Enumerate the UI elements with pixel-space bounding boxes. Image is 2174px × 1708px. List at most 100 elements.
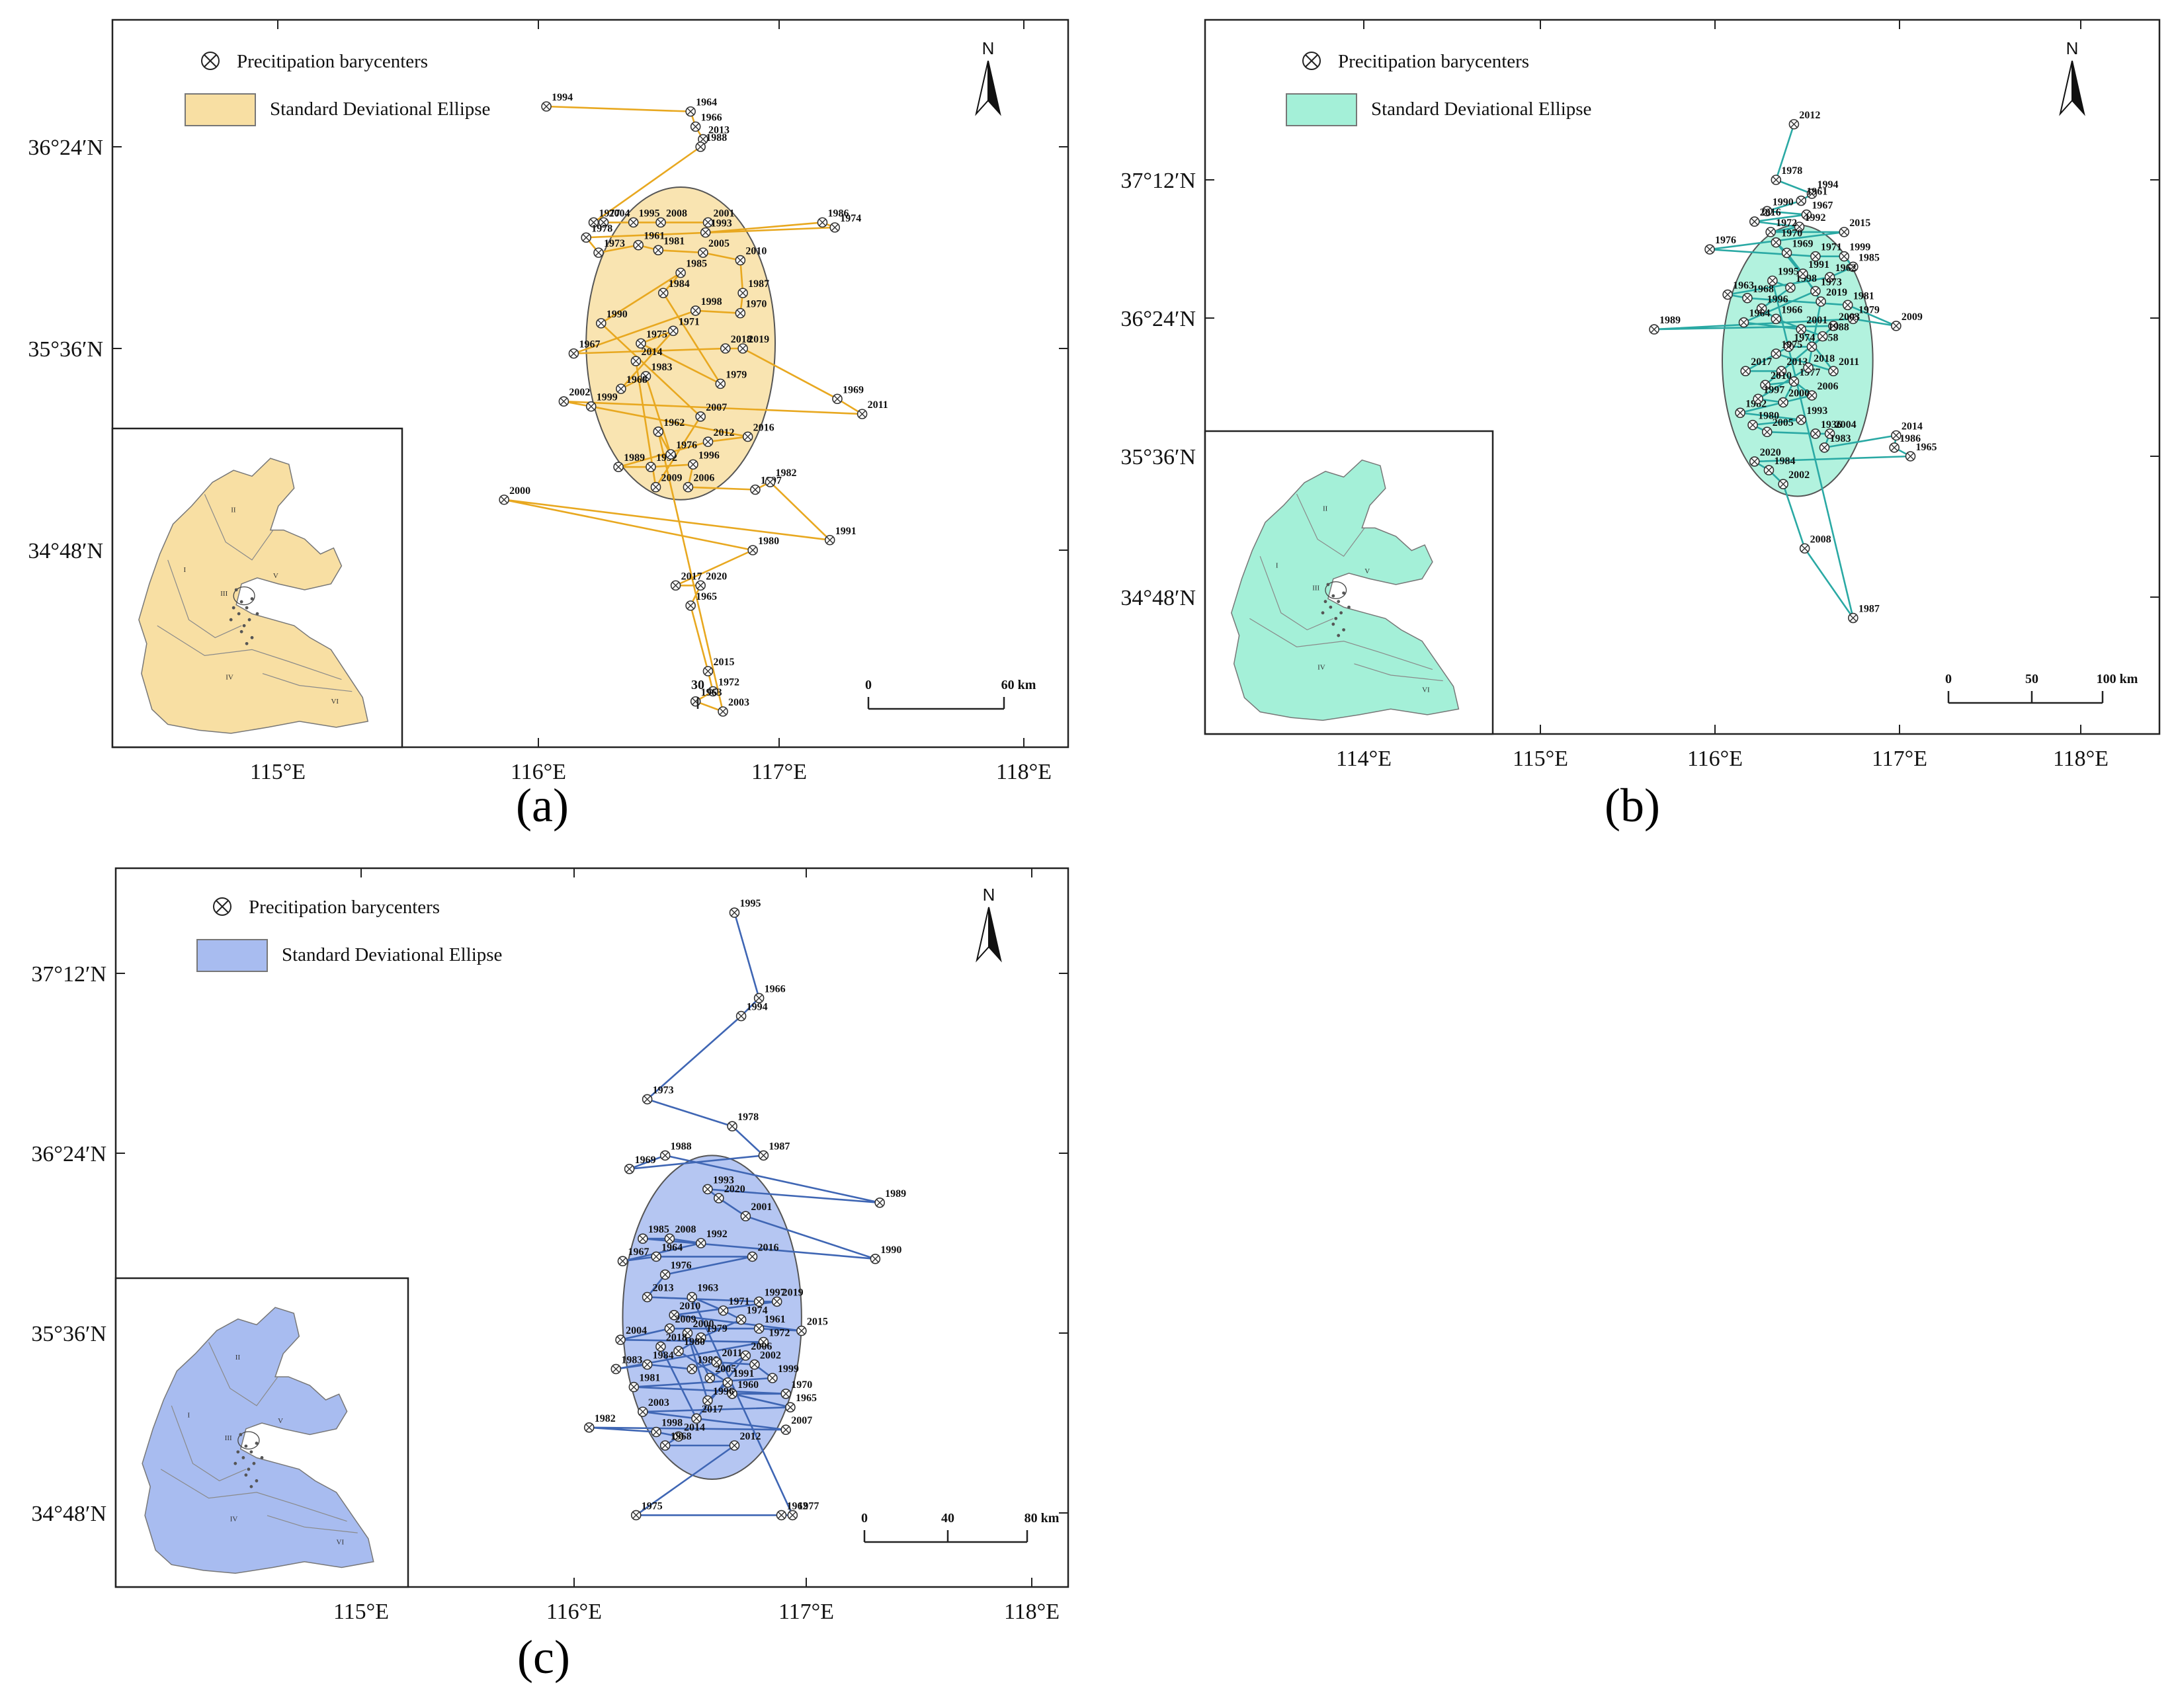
barycenter-marker bbox=[727, 1121, 737, 1131]
year-label: 1985 bbox=[1859, 252, 1880, 263]
y-tick-label: 36°24′N bbox=[31, 1142, 106, 1166]
year-label: 2013 bbox=[708, 125, 730, 136]
barycenter-marker bbox=[688, 459, 698, 470]
barycenter-marker bbox=[702, 436, 714, 447]
year-label: 1968 bbox=[626, 374, 648, 386]
year-label: 1997 bbox=[765, 1287, 786, 1298]
barycenter-marker bbox=[651, 1251, 661, 1262]
barycenter-cross bbox=[669, 327, 677, 335]
barycenter-cross bbox=[1740, 319, 1747, 326]
barycenter-cross bbox=[595, 249, 603, 257]
barycenter-cross bbox=[1812, 253, 1819, 261]
barycenter-marker bbox=[646, 462, 656, 472]
year-label: 1978 bbox=[1781, 165, 1802, 177]
barycenter-marker bbox=[1796, 415, 1807, 425]
barycenter-marker bbox=[718, 1305, 729, 1316]
legend-ellipse-swatch bbox=[196, 939, 268, 972]
barycenter-marker bbox=[687, 1291, 698, 1303]
barycenter-cross bbox=[704, 667, 712, 675]
year-label: 1965 bbox=[696, 591, 717, 602]
year-label: 1995 bbox=[639, 208, 660, 219]
barycenter-marker bbox=[695, 1238, 706, 1248]
barycenter-marker bbox=[659, 1150, 671, 1161]
year-label: 1984 bbox=[653, 1350, 674, 1362]
year-label: 2016 bbox=[1760, 207, 1781, 218]
barycenter-cross bbox=[1749, 421, 1757, 429]
x-tick-label: 115°E bbox=[333, 1600, 389, 1624]
barycenter-marker bbox=[595, 318, 606, 329]
region-label-IV: IV bbox=[230, 1516, 238, 1524]
year-label: 1979 bbox=[706, 1323, 728, 1334]
barycenter-cross bbox=[722, 345, 730, 352]
year-label: 1990 bbox=[1773, 196, 1794, 208]
barycenter-cross bbox=[736, 309, 744, 317]
y-tick-label: 34°48′N bbox=[28, 539, 103, 563]
barycenter-cross bbox=[788, 1512, 796, 1519]
barycenter-marker bbox=[767, 1373, 778, 1383]
barycenter-marker bbox=[664, 1233, 675, 1244]
barycenter-cross bbox=[597, 319, 605, 327]
x-tick-label: 118°E bbox=[2053, 747, 2109, 771]
year-label: 2002 bbox=[569, 387, 590, 398]
year-label: 2009 bbox=[661, 473, 683, 484]
y-tick-label: 35°36′N bbox=[31, 1322, 106, 1346]
barycenter-marker bbox=[1810, 251, 1821, 262]
year-label: 1983 bbox=[651, 362, 672, 373]
station-dot bbox=[1339, 611, 1343, 615]
scale-bar: 0 40 80 km bbox=[861, 1511, 1060, 1543]
year-label: 1983 bbox=[621, 1354, 642, 1365]
region-label-II: II bbox=[235, 1354, 241, 1362]
barycenter-cross bbox=[1783, 249, 1790, 257]
year-label: 1971 bbox=[729, 1296, 750, 1307]
year-label: 2013 bbox=[653, 1283, 674, 1294]
year-label: 1967 bbox=[1812, 200, 1833, 212]
region-label-VI: VI bbox=[331, 698, 339, 706]
year-label: 2015 bbox=[1849, 218, 1870, 229]
barycenter-marker bbox=[698, 134, 708, 145]
barycenter-marker bbox=[673, 1346, 684, 1356]
y-tick-label: 36°24′N bbox=[28, 136, 103, 160]
legend-marker-cross bbox=[204, 54, 217, 67]
barycenter-cross bbox=[872, 1255, 879, 1263]
barycenter-cross bbox=[1796, 223, 1803, 231]
panel-a: 115°E 116°E 117°E 118°E 36°24′N 35°36′N 34°48′… bbox=[28, 19, 1069, 784]
barycenter-cross bbox=[1772, 350, 1780, 358]
year-label: 2010 bbox=[679, 1301, 700, 1312]
year-label: 1981 bbox=[639, 1373, 660, 1384]
region-label-IV: IV bbox=[226, 674, 233, 682]
year-label: 1976 bbox=[676, 440, 697, 451]
legend-marker-cross bbox=[216, 900, 229, 913]
barycenter-cross bbox=[1765, 466, 1773, 474]
year-label: 1978 bbox=[737, 1112, 759, 1123]
barycenter-cross bbox=[1743, 294, 1751, 302]
year-label: 2014 bbox=[1902, 421, 1923, 432]
year-label: 1991 bbox=[835, 526, 857, 537]
x-tick-label: 115°E bbox=[1513, 747, 1568, 771]
x-tick-label: 117°E bbox=[778, 1600, 834, 1624]
legend: Precitipation barycenters Standard Deviat… bbox=[185, 51, 490, 126]
barycenter-cross bbox=[644, 1096, 651, 1103]
barycenter-marker bbox=[1839, 227, 1850, 237]
year-label: 1975 bbox=[646, 329, 667, 340]
region-label-VI: VI bbox=[337, 1539, 345, 1547]
barycenter-marker bbox=[1771, 313, 1782, 325]
barycenter-marker bbox=[690, 696, 701, 707]
barycenter-marker bbox=[1778, 397, 1788, 408]
year-label: 2020 bbox=[724, 1184, 745, 1195]
north-arrow: N bbox=[2059, 38, 2085, 116]
barycenter-cross bbox=[1819, 333, 1827, 341]
region-label-V: V bbox=[278, 1417, 283, 1425]
barycenter-marker bbox=[664, 1323, 675, 1334]
year-label: 1990 bbox=[606, 309, 628, 320]
station-dot bbox=[236, 1450, 240, 1454]
subbasin-boundary bbox=[167, 559, 242, 638]
north-arrow-right bbox=[988, 907, 1002, 963]
year-label: 2019 bbox=[748, 334, 769, 345]
year-label: 1979 bbox=[1859, 304, 1880, 315]
year-label: 1983 bbox=[1829, 433, 1851, 444]
barycenter-marker bbox=[702, 666, 714, 676]
barycenter-marker bbox=[633, 239, 644, 251]
barycenter-marker bbox=[1753, 393, 1763, 405]
barycenter-cross bbox=[715, 1194, 723, 1202]
